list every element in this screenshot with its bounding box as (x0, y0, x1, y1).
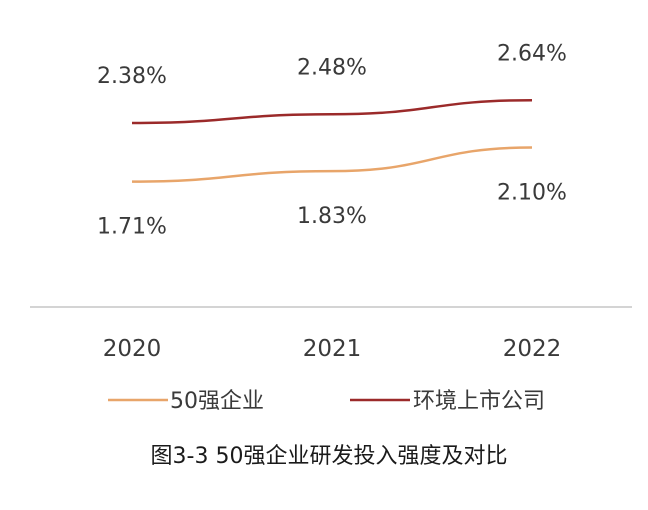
data-label-50-strong-2020: 1.71% (97, 215, 167, 240)
series-line-listed (131, 99, 533, 125)
series-layer (131, 99, 533, 183)
legend-label-50-strong: 50强企业 (170, 389, 264, 414)
data-label-50-strong-2022: 2.10% (497, 181, 567, 206)
legend: 50强企业 环境上市公司 (108, 389, 545, 414)
data-label-listed-2022: 2.64% (497, 41, 567, 66)
x-tick-label-2022: 2022 (503, 336, 562, 362)
data-label-50-strong-2021: 1.83% (297, 204, 367, 229)
data-label-listed-2021: 2.48% (297, 55, 367, 80)
legend-label-listed: 环境上市公司 (413, 389, 545, 414)
data-label-layer: 1.71% 1.83% 2.10% 2.38% 2.48% 2.64% (97, 41, 567, 239)
x-tick-layer: 2020 2021 2022 (103, 336, 562, 362)
data-label-listed-2020: 2.38% (97, 64, 167, 89)
chart-title: 图3-3 50强企业研发投入强度及对比 (151, 444, 508, 469)
x-tick-label-2021: 2021 (303, 336, 362, 362)
series-line-50-strong (131, 146, 533, 183)
x-tick-label-2020: 2020 (103, 336, 162, 362)
